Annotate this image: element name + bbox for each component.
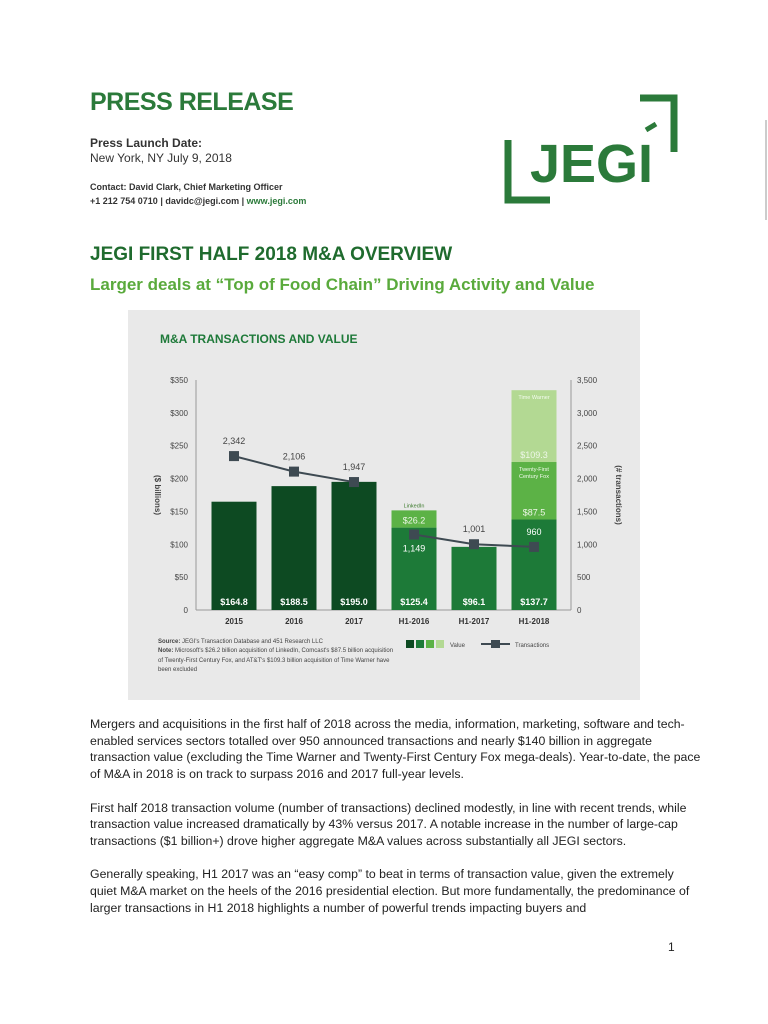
legend-swatch-2 — [416, 640, 424, 648]
jegi-logo: JEGI — [504, 94, 678, 204]
y-tick-label: 0 — [184, 606, 189, 615]
page-edge-line — [765, 120, 767, 220]
x-tick-label: H1-2016 — [399, 617, 430, 626]
y-tick-label: $200 — [170, 475, 188, 484]
bar-value-label: $96.1 — [463, 597, 486, 607]
y-tick-label: $100 — [170, 540, 188, 549]
y-tick-label: $300 — [170, 409, 188, 418]
legend-swatch-4 — [436, 640, 444, 648]
x-tick-label: H1-2017 — [459, 617, 490, 626]
bar-segment — [271, 486, 317, 610]
legend-marker — [491, 640, 500, 648]
paragraph: Generally speaking, H1 2017 was an “easy… — [90, 867, 690, 915]
source-text: JEGI's Transaction Database and 451 Rese… — [180, 639, 323, 645]
bar-segment — [391, 527, 437, 610]
y2-tick-label: 1,000 — [577, 540, 598, 549]
transactions-marker — [409, 529, 419, 540]
note-text: Microsoft's $26.2 billion acquisition of… — [158, 648, 394, 673]
y2-tick-label: 2,500 — [577, 442, 598, 451]
note-label: Note: — [158, 648, 174, 654]
ma-chart: M&A TRANSACTIONS AND VALUE ($ billions) … — [153, 332, 623, 676]
chart-source: Source: JEGI's Transaction Database and … — [158, 639, 324, 645]
y2-axis-label: (# transactions) — [614, 465, 623, 525]
deal-label: Century Fox — [519, 474, 549, 480]
legend-transactions: Transactions — [515, 643, 549, 649]
x-tick-label: H1-2018 — [519, 617, 550, 626]
x-tick-label: 2016 — [285, 617, 303, 626]
y2-tick-label: 3,500 — [577, 376, 598, 385]
press-release-title: PRESS RELEASE — [90, 88, 294, 116]
bar-value-label: $26.2 — [403, 516, 426, 526]
transactions-label: 960 — [526, 527, 541, 537]
bar-segment — [451, 546, 497, 610]
y2-tick-label: 3,000 — [577, 409, 598, 418]
deal-label: LinkedIn — [404, 503, 425, 509]
launch-date-label: Press Launch Date: — [90, 136, 203, 150]
bar-value-label: $87.5 — [523, 508, 546, 518]
transactions-label: 2,106 — [283, 452, 306, 462]
headline: JEGI FIRST HALF 2018 M&A OVERVIEW — [90, 244, 453, 265]
y-axis-label: ($ billions) — [153, 475, 162, 515]
chart-note: Note: Microsoft's $26.2 billion acquisit… — [158, 647, 398, 676]
x-tick-label: 2017 — [345, 617, 363, 626]
x-tick-label: 2015 — [225, 617, 243, 626]
source-label: Source: — [158, 639, 180, 645]
transactions-marker — [289, 466, 299, 477]
y-tick-label: $50 — [175, 573, 189, 582]
transactions-label: 1,947 — [343, 462, 366, 472]
body-text: Mergers and acquisitions in the first ha… — [90, 716, 702, 933]
transactions-label: 1,149 — [403, 543, 426, 553]
deal-label: Twenty-First — [519, 467, 549, 473]
transactions-marker — [469, 539, 479, 550]
contact-line: Contact: David Clark, Chief Marketing Of… — [90, 182, 283, 192]
transactions-label: 1,001 — [463, 524, 486, 534]
phone-email: +1 212 754 0710 | davidc@jegi.com | www.… — [90, 196, 306, 206]
deal-label: Time Warner — [518, 395, 550, 401]
y2-tick-label: 0 — [577, 606, 582, 615]
bar-value-label: $195.0 — [340, 597, 368, 607]
y-tick-label: $250 — [170, 442, 188, 451]
bar-value-label: $125.4 — [400, 597, 428, 607]
location-date: New York, NY July 9, 2018 — [90, 151, 232, 165]
legend-swatch-1 — [406, 640, 414, 648]
bar-segment — [511, 462, 557, 520]
y-tick-label: $350 — [170, 376, 188, 385]
chart-title: M&A TRANSACTIONS AND VALUE — [160, 332, 358, 346]
subheadline: Larger deals at “Top of Food Chain” Driv… — [90, 275, 595, 294]
legend-value: Value — [450, 643, 466, 649]
paragraph: Mergers and acquisitions in the first ha… — [90, 717, 701, 782]
website-link[interactable]: www.jegi.com — [246, 196, 307, 206]
legend-swatch-3 — [426, 640, 434, 648]
phone-email-text: +1 212 754 0710 | davidc@jegi.com | — [90, 196, 247, 206]
transactions-marker — [529, 541, 539, 552]
transactions-label: 2,342 — [223, 436, 246, 446]
legend: Value Transactions — [406, 640, 549, 649]
bar-segment — [211, 501, 257, 610]
y2-tick-label: 500 — [577, 573, 591, 582]
y-tick-label: $150 — [170, 507, 188, 516]
bar-value-label: $164.8 — [220, 597, 248, 607]
bar-segment — [511, 390, 557, 463]
transactions-marker — [229, 451, 239, 462]
svg-text:JEGI: JEGI — [530, 134, 653, 194]
bar-value-label: $137.7 — [520, 597, 548, 607]
chart-panel: M&A TRANSACTIONS AND VALUE ($ billions) … — [128, 310, 640, 700]
bar-segment — [511, 519, 557, 610]
bar-value-label: $188.5 — [280, 597, 308, 607]
transactions-marker — [349, 477, 359, 488]
y2-tick-label: 1,500 — [577, 507, 598, 516]
paragraph: First half 2018 transaction volume (numb… — [90, 800, 687, 848]
y2-tick-label: 2,000 — [577, 475, 598, 484]
bar-value-label: $109.3 — [520, 450, 548, 460]
page-number: 1 — [668, 940, 675, 954]
bar-segment — [331, 481, 377, 610]
bar-segment — [391, 510, 437, 528]
